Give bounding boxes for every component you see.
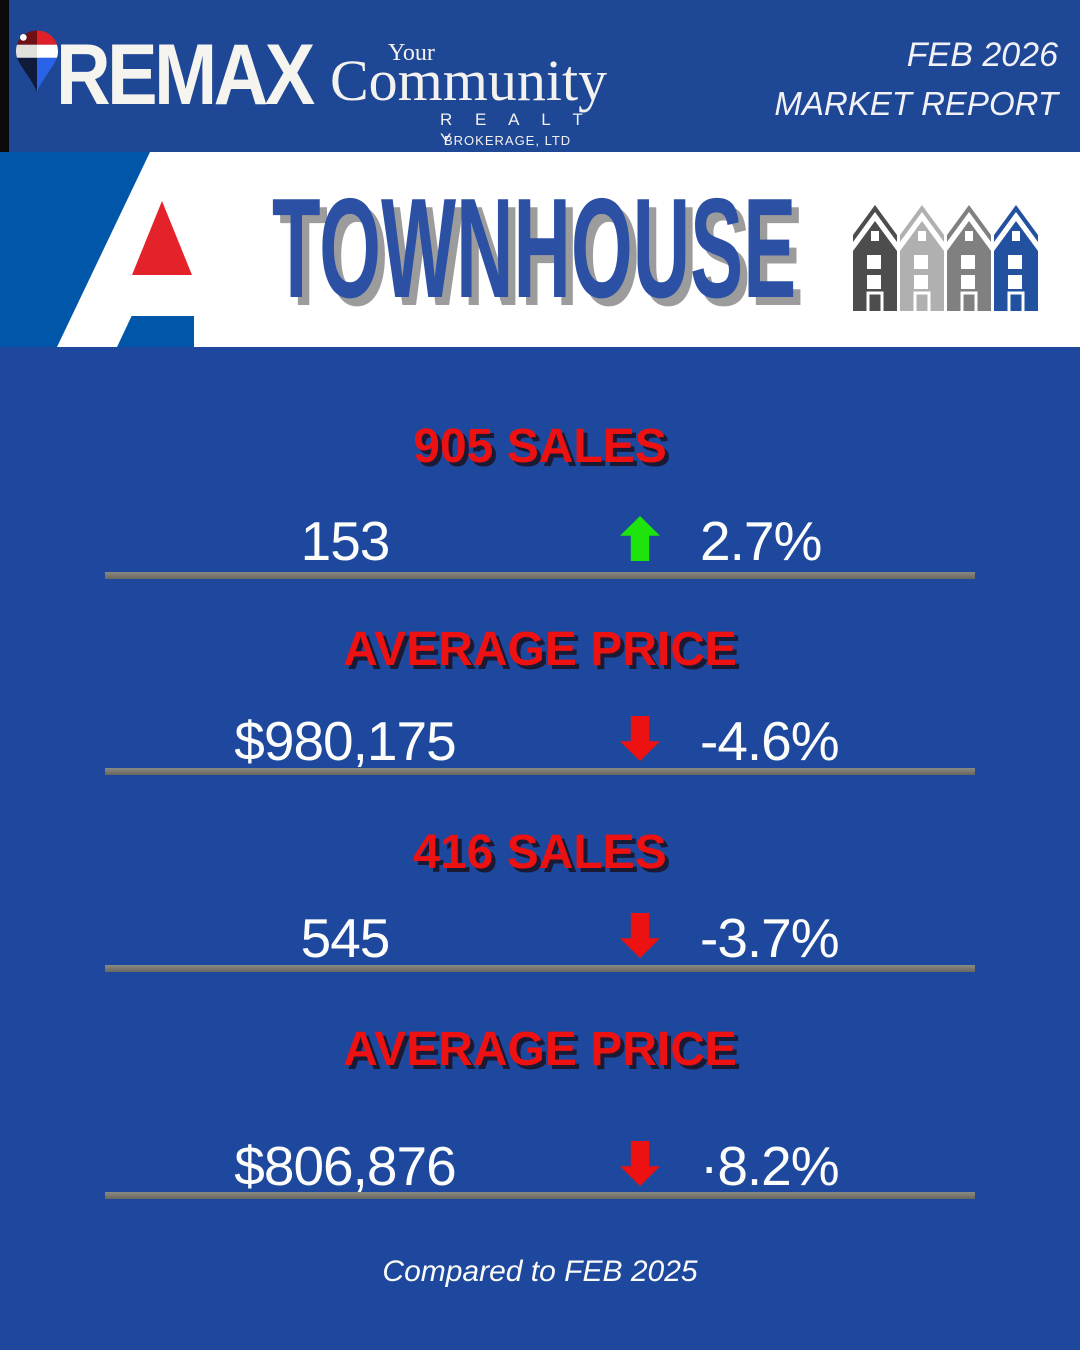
comparison-note: Compared to FEB 2025 [382, 1255, 698, 1288]
section-heading: 905 SALES [413, 420, 667, 473]
section-heading: AVERAGE PRICE [343, 1023, 737, 1076]
green-up-arrow-icon [620, 516, 660, 561]
logo-community: Community [330, 48, 608, 113]
logo-your: Your [388, 40, 435, 66]
stat-value: $980,175 [234, 710, 456, 772]
logo-blue-trapezoid [117, 316, 194, 347]
section-divider [105, 965, 975, 972]
red-down-arrow-icon [620, 1141, 660, 1186]
section-heading: 416 SALES [413, 826, 667, 879]
stat-change: -4.6% [700, 710, 840, 772]
stat-row: $980,175 -4.6% [105, 705, 977, 777]
stat-change: ·8.2% [700, 1135, 840, 1197]
stat-value: 153 [300, 510, 391, 572]
stat-value: 545 [300, 907, 391, 969]
logo-realty: R E A L T Y [440, 110, 592, 149]
stat-value: $806,876 [234, 1135, 456, 1197]
section-divider [105, 572, 975, 579]
townhouse-icon-blue [994, 205, 1038, 311]
report-date-block: FEB 2026 MARKET REPORT [774, 36, 1058, 123]
report-label: MARKET REPORT [774, 85, 1058, 122]
remax-balloon-icon [16, 30, 58, 92]
header-bar: REMAX Your Community R E A L T Y BROKERA… [0, 0, 1080, 152]
stat-change: 2.7% [700, 510, 822, 572]
stat-row: 545 -3.7% [105, 902, 977, 974]
section-divider [105, 768, 975, 775]
brokerage-logo: Your Community R E A L T Y BROKERAGE, LT… [330, 40, 620, 150]
townhouse-icons [853, 205, 1038, 311]
section-heading: AVERAGE PRICE [343, 623, 737, 676]
page-title: TOWNHOUSE [272, 169, 797, 328]
remax-wordmark: REMAX [56, 27, 315, 123]
red-down-arrow-icon [620, 716, 660, 761]
townhouse-icon-darkgray [853, 205, 897, 311]
stat-row: 153 2.7% [105, 505, 977, 577]
red-down-arrow-icon [620, 913, 660, 958]
section-divider [105, 1192, 975, 1199]
townhouse-icon-midgray [947, 205, 991, 311]
banner-corner-shape [0, 152, 150, 347]
stat-row: $806,876 ·8.2% [105, 1130, 977, 1202]
stat-change: -3.7% [700, 907, 840, 969]
left-edge-strip [0, 0, 9, 152]
report-month: FEB 2026 [906, 36, 1058, 74]
logo-brokerage: BROKERAGE, LTD [444, 133, 572, 148]
title-banner: TOWNHOUSE [0, 152, 1080, 347]
townhouse-icon-lightgray [900, 205, 944, 311]
logo-red-triangle [132, 201, 192, 275]
